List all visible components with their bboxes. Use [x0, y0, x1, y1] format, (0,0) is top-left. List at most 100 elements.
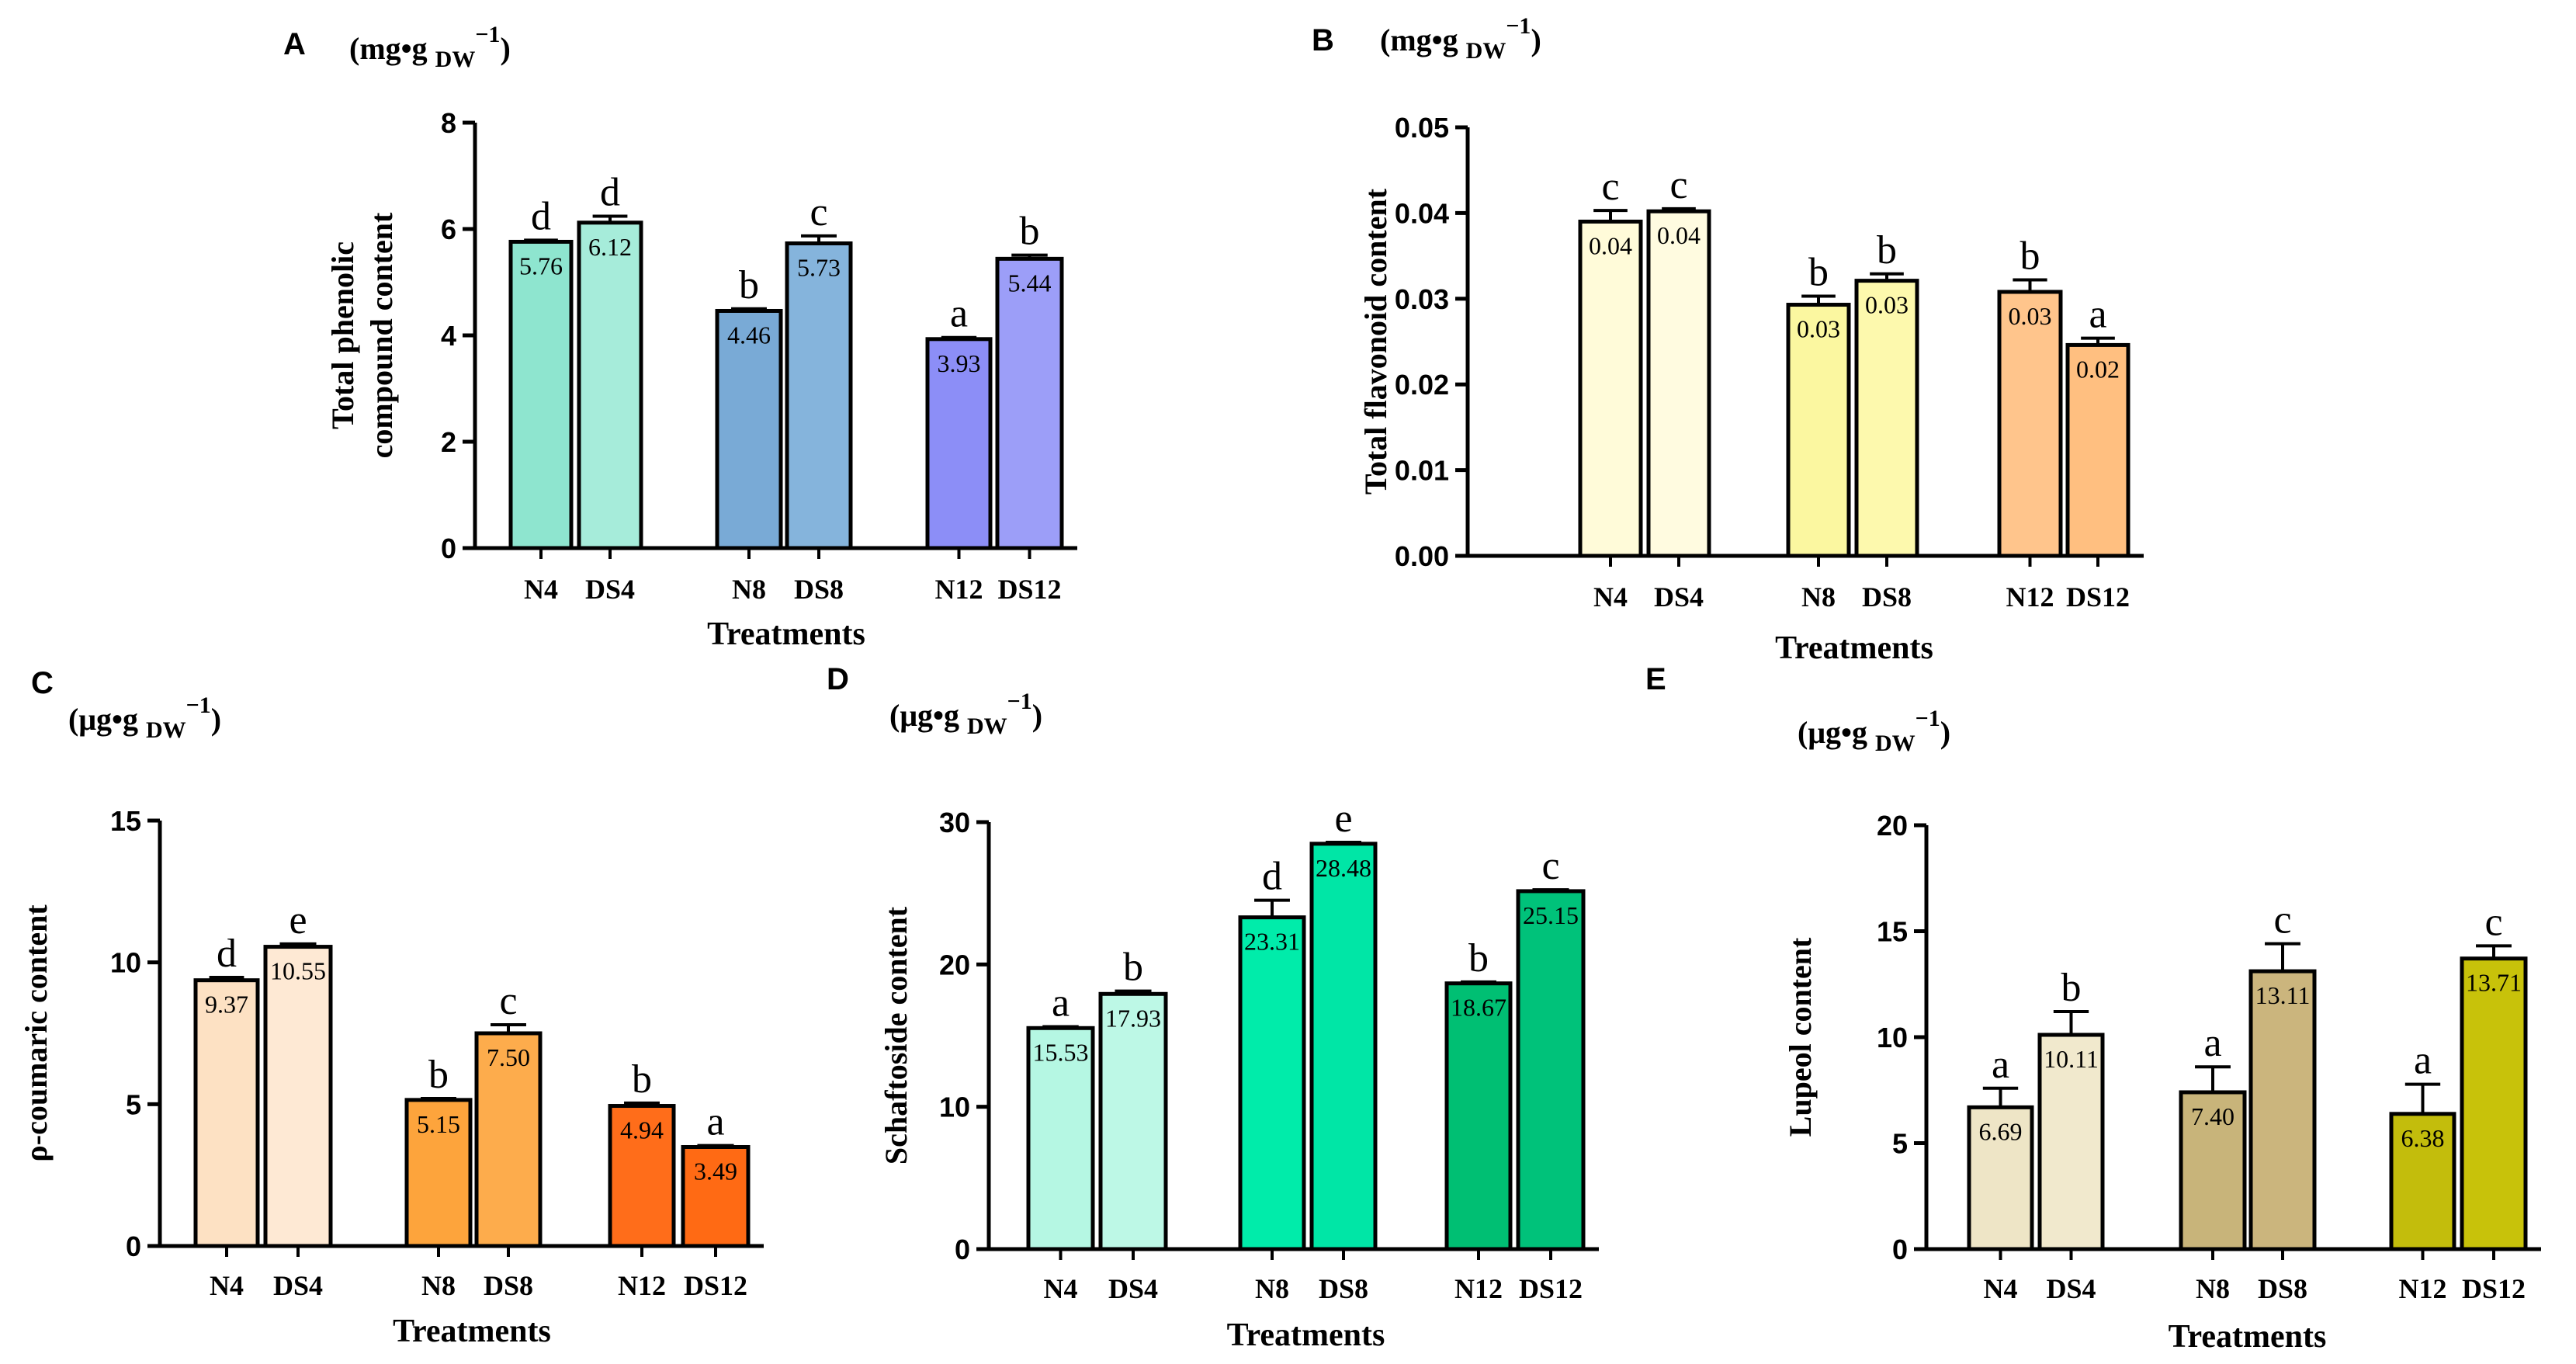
data-label: 0.02 — [2076, 355, 2120, 383]
significance-letter: b — [428, 1053, 449, 1097]
x-axis-label: Treatments — [393, 1314, 551, 1349]
y-tick-label: 10 — [110, 947, 141, 979]
y-tick-label: 5 — [126, 1088, 141, 1120]
category-label: N8 — [421, 1270, 456, 1301]
y-axis-label: Total phenolic — [325, 241, 360, 429]
y-tick-label: 20 — [1877, 810, 1908, 842]
significance-letter: d — [217, 932, 237, 976]
x-axis-label: Treatments — [707, 616, 865, 652]
panel-letter: E — [1645, 662, 1666, 696]
data-label: 4.46 — [727, 321, 771, 349]
y-tick-label: 0.05 — [1395, 112, 1449, 144]
y-tick-label: 0 — [1892, 1234, 1908, 1265]
significance-letter: d — [531, 194, 551, 238]
panel-letter: A — [283, 27, 306, 61]
y-tick-label: 15 — [110, 805, 141, 837]
unit-label: (μg•g DW−1) — [1798, 706, 1950, 756]
data-label: 25.15 — [1523, 901, 1579, 929]
category-label: DS4 — [2046, 1273, 2096, 1304]
y-axis-label: Schaftoside content — [879, 906, 914, 1164]
data-label: 10.11 — [2044, 1045, 2099, 1073]
category-label: DS12 — [997, 574, 1061, 605]
y-tick-label: 0 — [955, 1234, 970, 1265]
y-tick-label: 20 — [939, 949, 970, 980]
y-tick-label: 0 — [441, 533, 456, 564]
category-label: DS8 — [2258, 1273, 2307, 1304]
data-label: 7.50 — [487, 1043, 530, 1071]
unit-label: (mg•g DW−1) — [349, 22, 511, 72]
significance-letter: c — [2273, 898, 2291, 942]
x-axis-label: Treatments — [1775, 630, 1933, 666]
unit-label: (mg•g DW−1) — [1380, 13, 1541, 64]
significance-letter: c — [1541, 844, 1559, 888]
category-label: N4 — [524, 574, 558, 605]
data-label: 4.94 — [620, 1116, 664, 1144]
y-tick-label: 6 — [441, 213, 456, 245]
y-tick-label: 15 — [1877, 916, 1908, 948]
category-label: N12 — [1454, 1273, 1503, 1304]
category-label: DS4 — [273, 1270, 323, 1301]
significance-letter: b — [2061, 966, 2082, 1010]
significance-letter: d — [1262, 855, 1282, 899]
data-label: 28.48 — [1316, 854, 1371, 882]
bar-n12 — [2389, 1112, 2456, 1251]
significance-letter: a — [706, 1100, 724, 1144]
bar-n8 — [404, 1098, 473, 1248]
bar-ds4 — [1646, 209, 1711, 558]
category-label: DS8 — [794, 574, 844, 605]
significance-letter: b — [1123, 946, 1143, 990]
category-label: DS12 — [2066, 581, 2130, 613]
category-label: N4 — [210, 1270, 244, 1301]
y-tick-label: 2 — [441, 426, 456, 458]
category-label: N12 — [618, 1270, 666, 1301]
chart-panel-e: E (μg•g DW−1) Lupeol content 0 5 10 15 20 6.69 a N… — [1645, 662, 2541, 1355]
significance-letter: c — [1601, 165, 1619, 209]
bar-ds4 — [263, 945, 333, 1248]
category-label: N8 — [2196, 1273, 2230, 1304]
chart-panel-c: C (μg•g DW−1) ρ-coumaric content 0 5 10 15 9.37… — [19, 666, 764, 1349]
bar-ds12 — [2460, 956, 2528, 1251]
significance-letter: b — [1468, 936, 1489, 980]
data-label: 3.93 — [938, 349, 981, 377]
bar-n4 — [1578, 219, 1643, 558]
y-tick-label: 4 — [441, 320, 456, 352]
y-axis-label: compound content — [364, 212, 399, 458]
bar-ds4 — [577, 220, 643, 550]
category-label: DS12 — [2462, 1273, 2526, 1304]
significance-letter: e — [289, 898, 307, 942]
category-label: DS4 — [1654, 581, 1704, 613]
data-label: 0.04 — [1589, 231, 1632, 259]
category-label: DS4 — [1108, 1273, 1158, 1304]
bar-n12 — [1444, 981, 1513, 1251]
unit-label: (μg•g DW−1) — [68, 692, 221, 743]
y-tick-label: 0 — [126, 1230, 141, 1262]
category-label: DS8 — [1319, 1273, 1368, 1304]
y-tick-label: 0.01 — [1395, 455, 1449, 487]
bar-n8 — [715, 308, 783, 550]
significance-letter: e — [1334, 797, 1352, 841]
significance-letter: a — [950, 292, 968, 336]
data-label: 5.15 — [417, 1110, 460, 1138]
data-label: 3.49 — [694, 1157, 737, 1185]
category-label: N4 — [1984, 1273, 2018, 1304]
significance-letter: b — [739, 263, 759, 307]
y-tick-label: 0.02 — [1395, 369, 1449, 401]
panel-letter: D — [827, 662, 849, 696]
bar-n12 — [1997, 290, 2063, 558]
bar-n8 — [1238, 915, 1306, 1251]
x-axis-label: Treatments — [1227, 1317, 1385, 1353]
chart-panel-d: D (μg•g DW−1) Schaftoside content 0 10 20 30 15… — [827, 662, 1599, 1353]
y-tick-label: 0.04 — [1395, 197, 1449, 229]
bar-ds8 — [474, 1031, 543, 1248]
significance-letter: c — [499, 979, 517, 1023]
significance-letter: b — [1020, 210, 1040, 254]
category-label: DS12 — [684, 1270, 747, 1301]
chart-panel-a: A (mg•g DW−1) Total phenolic compound conte… — [283, 22, 1077, 652]
data-label: 17.93 — [1105, 1004, 1161, 1032]
y-tick-label: 0.03 — [1395, 283, 1449, 315]
significance-letter: c — [810, 190, 827, 234]
bar-n8 — [2179, 1090, 2247, 1251]
category-label: DS8 — [1862, 581, 1912, 613]
data-label: 0.04 — [1657, 221, 1701, 249]
y-tick-label: 30 — [939, 807, 970, 838]
